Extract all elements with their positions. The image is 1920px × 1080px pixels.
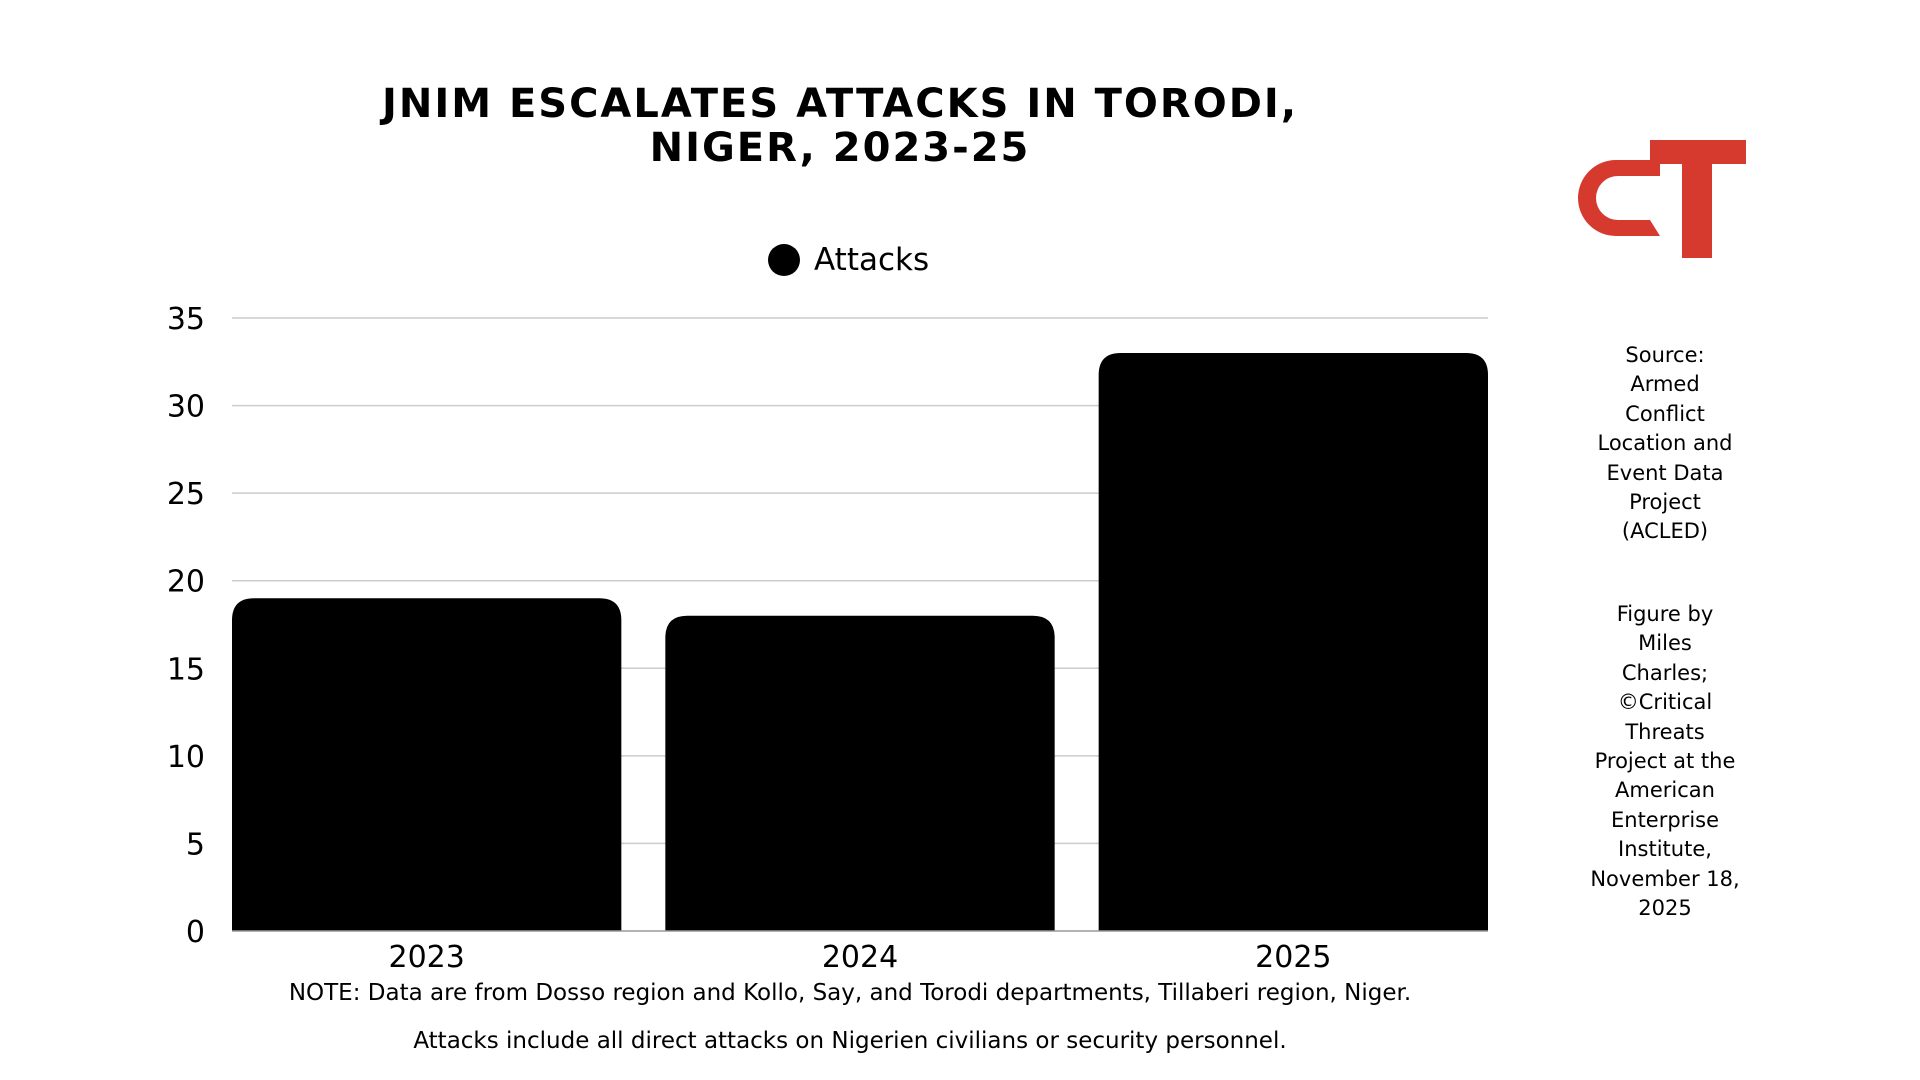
chart-title-line-2: NIGER, 2023-25 (649, 125, 1031, 171)
source-line: Location and (1597, 431, 1733, 456)
chart-legend: Attacks (768, 240, 929, 280)
chart-title: JNIM ESCALATES ATTACKS IN TORODI, NIGER,… (330, 82, 1350, 170)
x-tick-label: 2024 (822, 940, 898, 975)
legend-label: Attacks (814, 242, 930, 278)
credit-line: Project at the (1594, 749, 1736, 774)
chart-title-line-1: JNIM ESCALATES ATTACKS IN TORODI, (381, 81, 1299, 127)
bar-2023 (232, 598, 622, 931)
x-tick-label: 2025 (1255, 940, 1331, 975)
source-line: Source: (1625, 343, 1705, 367)
y-tick-label: 5 (186, 827, 205, 862)
credit-line: November 18, (1590, 866, 1740, 891)
credit-line: American (1615, 778, 1715, 803)
credit-line: Threats (1625, 719, 1705, 744)
credit-line: 2025 (1638, 896, 1692, 921)
y-tick-label: 0 (186, 915, 205, 950)
y-tick-label: 15 (167, 652, 205, 687)
credit-line: Figure by (1616, 602, 1714, 626)
y-tick-label: 35 (167, 302, 205, 337)
y-tick-label: 25 (167, 477, 205, 512)
figure-credit: Figure by Miles Charles; ©Critical Threa… (1570, 600, 1760, 923)
legend-swatch (768, 244, 800, 276)
x-tick-label: 2023 (388, 940, 464, 975)
source-note: Source: Armed Conflict Location and Even… (1570, 341, 1760, 547)
credit-line: Charles; (1621, 660, 1709, 685)
bar-2025 (1098, 353, 1488, 931)
y-tick-label: 10 (167, 740, 205, 775)
source-line: Project (1629, 490, 1701, 515)
source-line: Conflict (1625, 401, 1705, 426)
chart-bars (232, 353, 1488, 931)
attacks-definition-note: Attacks include all direct attacks on Ni… (413, 1028, 1287, 1054)
bar-2024 (665, 615, 1055, 931)
credit-line: Miles (1638, 631, 1692, 656)
source-line: (ACLED) (1621, 519, 1709, 544)
credit-line: Institute, (1618, 837, 1712, 862)
source-line: Event Data (1606, 460, 1724, 485)
y-tick-label: 20 (167, 565, 205, 600)
data-note: NOTE: Data are from Dosso region and Kol… (288, 980, 1412, 1006)
ct-logo (1578, 140, 1746, 258)
credit-line: Enterprise (1610, 807, 1720, 832)
source-line: Armed (1630, 372, 1700, 397)
y-tick-label: 30 (167, 390, 205, 425)
credit-line: ©Critical (1617, 690, 1713, 715)
